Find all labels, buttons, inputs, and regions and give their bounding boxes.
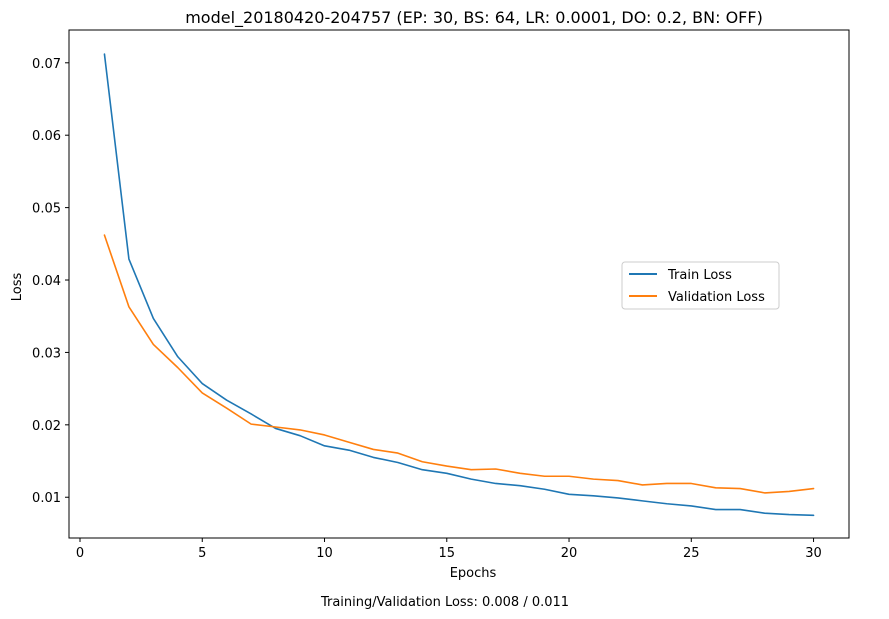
x-axis-label: Epochs xyxy=(450,566,497,581)
axes-frame xyxy=(68,29,850,539)
x-tick-label: 20 xyxy=(561,546,578,561)
series-lines xyxy=(103,53,815,517)
loss-summary-annotation: Training/Validation Loss: 0.008 / 0.011 xyxy=(320,595,569,610)
y-tick-label: 0.04 xyxy=(32,274,61,289)
x-tick-label: 15 xyxy=(439,546,456,561)
legend-frame xyxy=(621,261,780,310)
y-tick-label: 0.03 xyxy=(32,346,61,361)
train-loss-line xyxy=(103,53,815,517)
y-tick-label: 0.06 xyxy=(32,129,61,144)
y-tick-label: 0.05 xyxy=(32,202,61,217)
y-tick-label: 0.01 xyxy=(32,491,61,506)
y-axis-label: Loss xyxy=(10,273,25,302)
x-tick-label: 0 xyxy=(76,546,84,561)
plot-area: 0 5 10 15 20 25 30 0.010.020.030.040.050.060.0… xyxy=(32,29,850,561)
legend-label-train: Train Loss xyxy=(667,268,732,283)
y-axis-ticks: 0.01 0.02 0.03 0.04 0.05 0.06 0.07 xyxy=(32,57,69,506)
x-tick-label: 30 xyxy=(805,546,822,561)
x-tick-label: 25 xyxy=(683,546,700,561)
legend-label-validation: Validation Loss xyxy=(668,290,765,305)
validation-loss-line xyxy=(103,234,815,494)
y-tick-label: 0.02 xyxy=(32,419,61,434)
x-axis-ticks: 0 5 10 15 20 25 30 xyxy=(76,538,822,561)
x-tick-label: 10 xyxy=(316,546,333,561)
legend: Train Loss Validation Loss xyxy=(621,261,780,310)
chart-title: model_20180420-204757 (EP: 30, BS: 64, L… xyxy=(185,8,763,28)
x-tick-label: 5 xyxy=(198,546,206,561)
y-tick-label: 0.07 xyxy=(32,57,61,72)
